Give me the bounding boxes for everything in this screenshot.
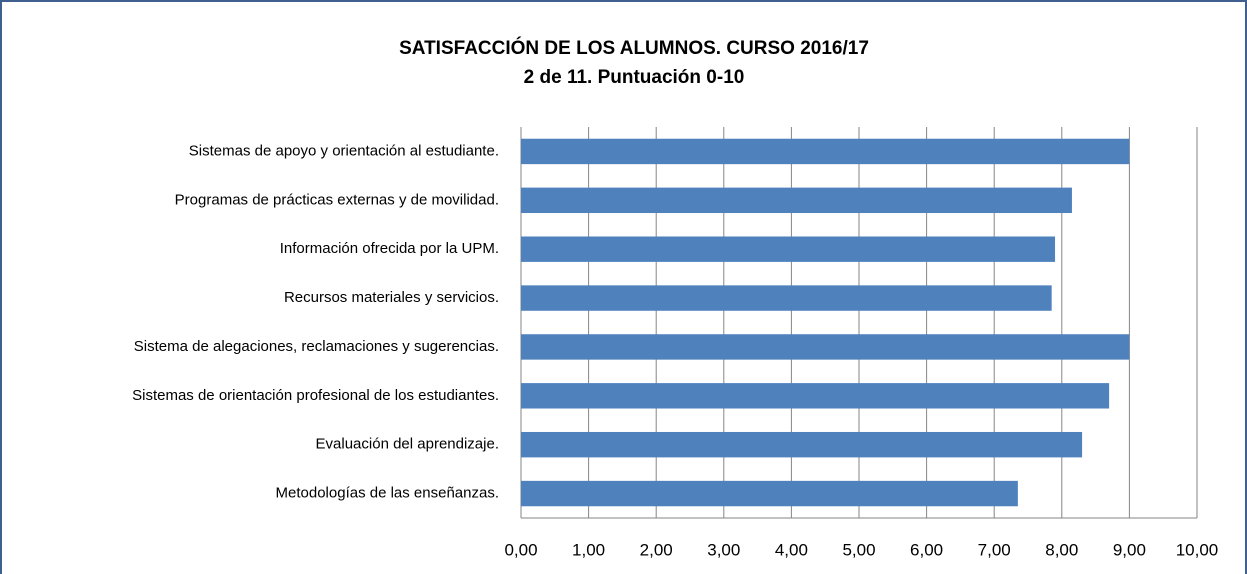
bar bbox=[521, 285, 1052, 311]
y-tick-label: Sistema de alegaciones, reclamaciones y … bbox=[134, 338, 499, 355]
y-tick-label: Sistemas de orientación profesional de l… bbox=[132, 387, 499, 404]
bar bbox=[521, 187, 1072, 214]
x-tick-label: 8,00 bbox=[1045, 540, 1078, 559]
y-tick-label: Evaluación del aprendizaje. bbox=[316, 436, 499, 453]
x-tick-label: 0,00 bbox=[504, 540, 537, 559]
x-tick-label: 6,00 bbox=[910, 540, 943, 559]
bar bbox=[521, 236, 1056, 262]
x-tick-label: 3,00 bbox=[707, 540, 740, 559]
y-tick-label: Información ofrecida por la UPM. bbox=[280, 240, 499, 257]
x-tick-label: 7,00 bbox=[978, 540, 1011, 559]
y-tick-label: Programas de prácticas externas y de mov… bbox=[175, 191, 499, 208]
x-tick-label: 1,00 bbox=[572, 540, 605, 559]
x-tick-label: 9,00 bbox=[1113, 540, 1146, 559]
bar bbox=[521, 383, 1110, 409]
x-tick-label: 10,00 bbox=[1176, 540, 1219, 559]
bar bbox=[521, 138, 1130, 165]
y-tick-label: Sistemas de apoyo y orientación al estud… bbox=[189, 142, 499, 159]
y-tick-label: Recursos materiales y servicios. bbox=[284, 289, 499, 306]
bar bbox=[521, 431, 1083, 458]
x-tick-label: 4,00 bbox=[775, 540, 808, 559]
chart-subtitle: 2 de 11. Puntuación 0-10 bbox=[524, 67, 745, 88]
bar bbox=[521, 480, 1018, 507]
x-tick-label: 5,00 bbox=[842, 540, 875, 559]
y-tick-label: Metodologías de las enseñanzas. bbox=[276, 485, 499, 502]
bar bbox=[521, 334, 1130, 360]
chart-title: SATISFACCIÓN DE LOS ALUMNOS. CURSO 2016/… bbox=[399, 37, 869, 59]
x-tick-label: 2,00 bbox=[640, 540, 673, 559]
